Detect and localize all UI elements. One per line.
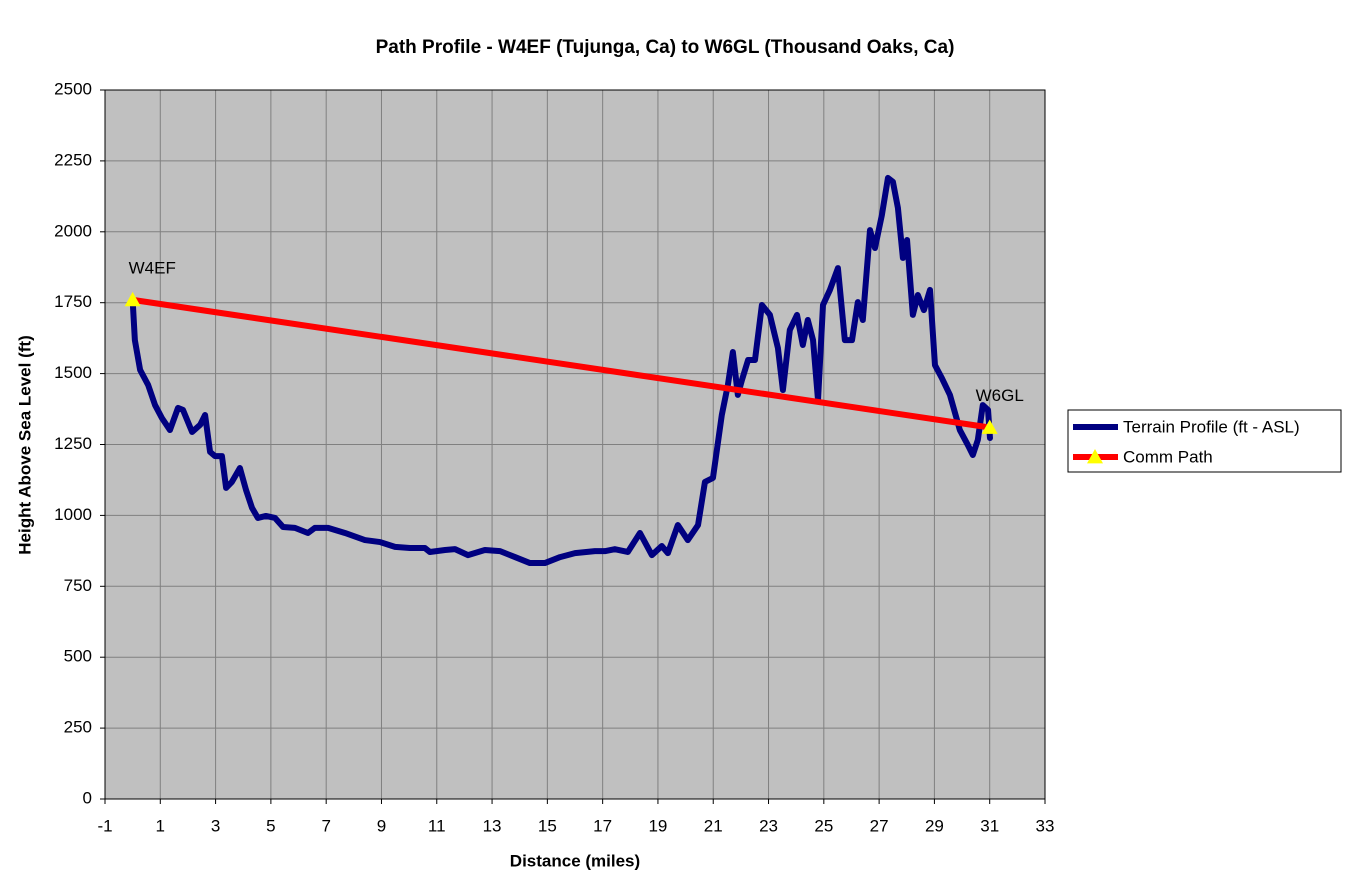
x-tick-label: 5 xyxy=(266,816,275,835)
y-tick-label: 500 xyxy=(64,647,92,666)
x-tick-label: 9 xyxy=(377,816,386,835)
y-tick-label: 2500 xyxy=(54,79,92,98)
y-tick-label: 2250 xyxy=(54,150,92,169)
x-tick-label: 17 xyxy=(593,816,612,835)
x-tick-label: -1 xyxy=(97,816,112,835)
x-tick-label: 21 xyxy=(704,816,723,835)
x-tick-label: 25 xyxy=(814,816,833,835)
x-tick-label: 1 xyxy=(156,816,165,835)
legend-label: Terrain Profile (ft - ASL) xyxy=(1123,417,1300,436)
marker xyxy=(981,419,998,434)
x-tick-label: 19 xyxy=(648,816,667,835)
x-tick-label: 33 xyxy=(1036,816,1055,835)
x-tick-label: 29 xyxy=(925,816,944,835)
x-tick-label: 23 xyxy=(759,816,778,835)
x-tick-label: 27 xyxy=(870,816,889,835)
x-tick-label: 31 xyxy=(980,816,999,835)
y-tick-label: 1000 xyxy=(54,505,92,524)
annotation: W4EF xyxy=(129,258,176,277)
y-tick-label: 2000 xyxy=(54,221,92,240)
x-tick-label: 7 xyxy=(321,816,330,835)
series-line xyxy=(129,296,993,431)
y-tick-label: 750 xyxy=(64,576,92,595)
y-tick-label: 0 xyxy=(83,788,92,807)
y-tick-label: 1500 xyxy=(54,363,92,382)
y-tick-label: 250 xyxy=(64,718,92,737)
marker xyxy=(124,291,141,307)
x-tick-label: 11 xyxy=(428,816,446,835)
legend-box xyxy=(1067,409,1342,473)
plot-border xyxy=(104,89,1046,800)
y-axis-label: Height Above Sea Level (ft) xyxy=(15,335,34,554)
legend-marker xyxy=(1087,449,1103,464)
x-tick-label: 3 xyxy=(211,816,220,835)
x-tick-label: 13 xyxy=(483,816,502,835)
chart-title: Path Profile - W4EF (Tujunga, Ca) to W6G… xyxy=(376,37,955,58)
y-tick-label: 1750 xyxy=(54,292,92,311)
x-axis-label: Distance (miles) xyxy=(510,851,640,870)
legend-label: Comm Path xyxy=(1123,447,1213,466)
series-line xyxy=(129,174,993,567)
x-tick-label: 15 xyxy=(538,816,557,835)
annotation: W6GL xyxy=(976,386,1024,405)
y-tick-label: 1250 xyxy=(54,434,92,453)
